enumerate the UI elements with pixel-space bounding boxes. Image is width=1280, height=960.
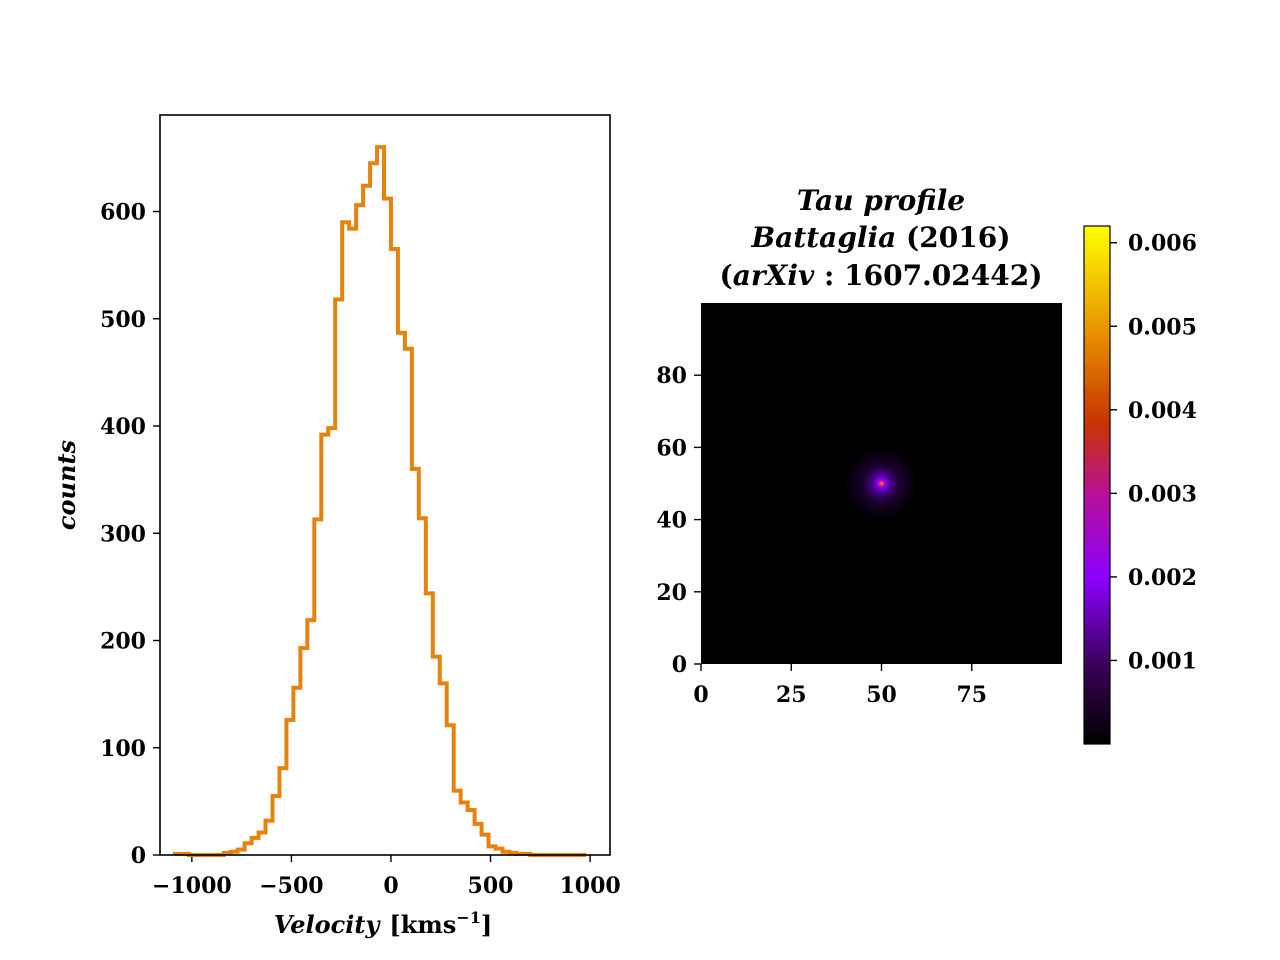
tau-heatmap-chart: Tau profile Battaglia (2016) (arXiv : 16…: [656, 184, 1062, 708]
heatmap-title-line3-italic: arXiv: [733, 259, 815, 292]
colorbar-tick-label: 0.005: [1128, 314, 1197, 340]
colorbar-gradient: [1083, 225, 1111, 745]
heatmap-y-tick-label: 80: [656, 363, 687, 389]
heatmap-x-tick-label: 50: [866, 682, 897, 708]
x-axis-label-exp: −1: [456, 908, 481, 927]
histogram-ticks: −1000 −500 0 500 1000 0 100 200 300 400 500 600: [100, 200, 621, 899]
colorbar-tick-label: 0.002: [1128, 565, 1197, 591]
colorbar-tick-label: 0.004: [1128, 398, 1197, 424]
y-tick-label: 0: [131, 843, 146, 869]
heatmap-y-tick-label: 0: [672, 652, 687, 678]
histogram-step-line: [172, 145, 587, 857]
histogram-chart: −1000 −500 0 500 1000 0 100 200 300 400 500 600 Vel…: [52, 114, 621, 939]
x-tick-label: 1000: [559, 873, 620, 899]
x-tick-label: −500: [259, 873, 323, 899]
heatmap-title-line2-italic: Battaglia: [751, 221, 897, 254]
heatmap-x-tick-label: 0: [693, 682, 708, 708]
heatmap-ticks: 0 25 50 75 0 20 40 60 80: [656, 363, 987, 708]
colorbar: 0.001 0.002 0.003 0.004 0.005 0.006: [1083, 225, 1197, 745]
colorbar-tick-label: 0.006: [1128, 231, 1197, 257]
x-tick-label: −1000: [152, 873, 232, 899]
colorbar-tick-label: 0.001: [1128, 648, 1197, 674]
heatmap-title-line1: Tau profile: [797, 184, 965, 217]
x-axis-label: Velocity [kms−1]: [274, 908, 492, 939]
heatmap-y-tick-label: 20: [656, 580, 687, 606]
heatmap-y-tick-label: 40: [656, 508, 687, 534]
x-tick-label: 0: [383, 873, 398, 899]
heatmap-title-line2: Battaglia (2016): [751, 221, 1011, 254]
y-tick-label: 100: [100, 736, 146, 762]
x-axis-label-close: ]: [481, 910, 492, 939]
y-tick-label: 400: [100, 414, 146, 440]
heatmap-title-line3: (arXiv : 1607.02442): [720, 259, 1043, 292]
heatmap-y-tick-label: 60: [656, 435, 687, 461]
y-tick-label: 300: [100, 521, 146, 547]
x-axis-label-unit: [kms: [389, 910, 456, 939]
y-axis-label: counts: [52, 439, 81, 530]
heatmap-x-tick-label: 75: [956, 682, 987, 708]
heatmap-title-line2-rest: (2016): [896, 221, 1010, 254]
heatmap-x-tick-label: 25: [776, 682, 807, 708]
tau-profile-peak: [879, 481, 884, 486]
y-tick-label: 200: [100, 629, 146, 655]
x-tick-label: 500: [468, 873, 514, 899]
colorbar-tick-label: 0.003: [1128, 481, 1197, 507]
heatmap-title-line3-rest: : 1607.02442): [814, 259, 1042, 292]
histogram-frame: [159, 114, 611, 856]
x-axis-label-var: Velocity: [274, 910, 382, 939]
y-tick-label: 500: [100, 307, 146, 333]
y-tick-label: 600: [100, 200, 146, 226]
heatmap-title-line3-open: (: [720, 259, 733, 292]
colorbar-ticks: 0.001 0.002 0.003 0.004 0.005 0.006: [1110, 231, 1197, 674]
